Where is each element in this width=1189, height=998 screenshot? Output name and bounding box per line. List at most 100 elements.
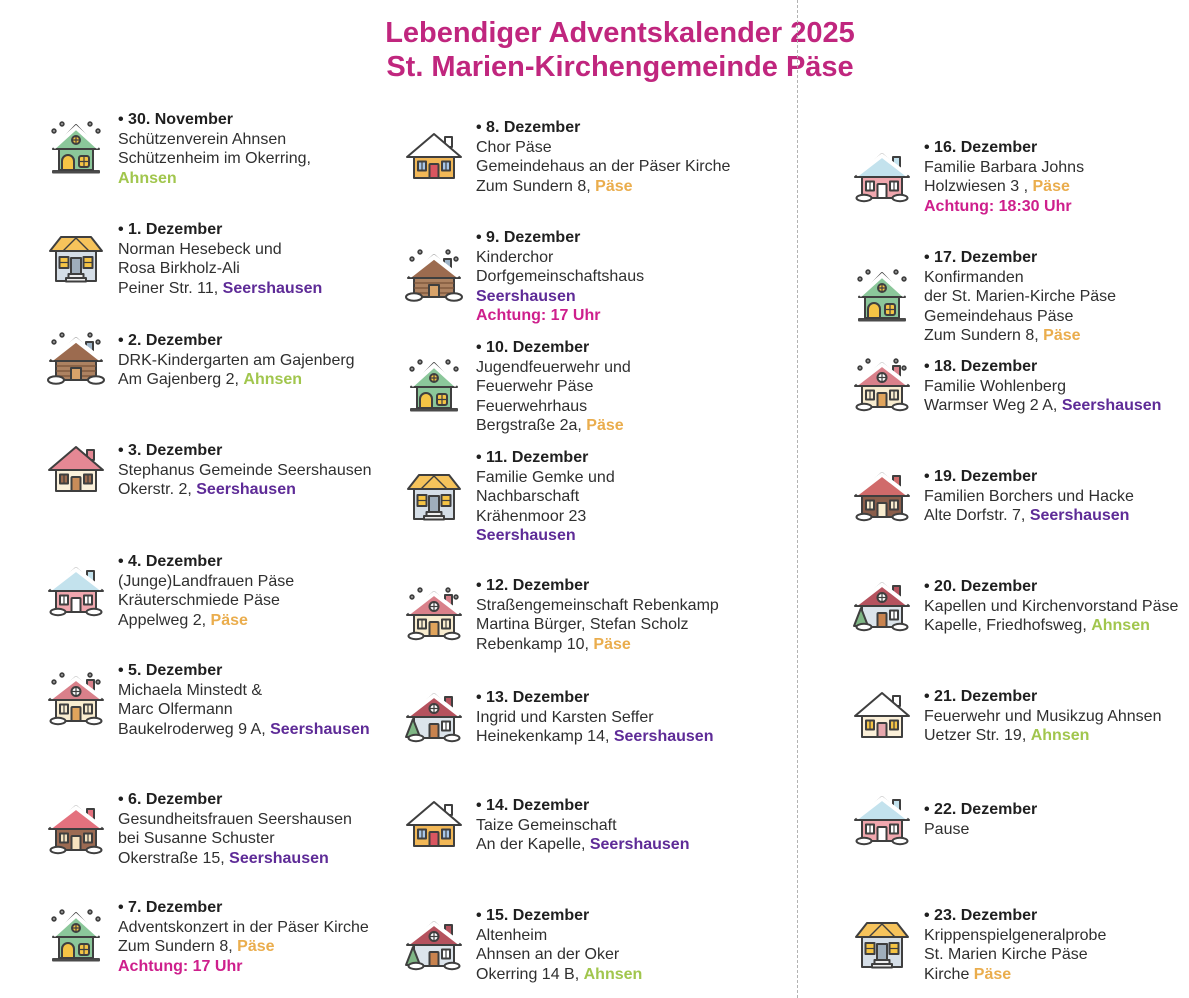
- entry-date: • 13. Dezember: [476, 689, 590, 706]
- cream-snow-roof-house-icon: [852, 686, 912, 746]
- entry-text: Warmser Weg 2 A,: [924, 397, 1062, 414]
- entry-text: Schützenverein Ahnsen: [118, 130, 287, 148]
- orange-house-icon: [404, 127, 464, 187]
- calendar-entry: • 21. Dezember Feuerwehr und Musikzug Ahn…: [852, 687, 1161, 746]
- calendar-entry: • 19. Dezember Familien Borchers und Hack…: [852, 467, 1134, 526]
- entry-text: Chor Päse: [476, 138, 552, 156]
- entry-location: Seershausen: [1061, 397, 1162, 414]
- entry-line: Krähenmoor 23: [476, 507, 615, 527]
- entry-location: Seershausen: [1029, 507, 1130, 524]
- entry-line: Achtung: 17 Uhr: [476, 306, 644, 326]
- entry-text: bei Susanne Schuster: [118, 830, 275, 847]
- entry-line: Martina Bürger, Stefan Scholz: [476, 615, 719, 635]
- entry-line: Nachbarschaft: [476, 487, 615, 507]
- entry-location: Päse: [1043, 327, 1081, 344]
- calendar-entry: • 22. Dezember Pause: [852, 795, 1037, 845]
- entry-text: Altenheim: [476, 926, 548, 944]
- entry-line: Kirche Päse: [924, 965, 1106, 985]
- entry-line: Rebenkamp 10, Päse: [476, 635, 719, 655]
- entry-line: Straßengemeinschaft Rebenkamp: [476, 596, 719, 616]
- entry-line: Feuerwehr und Musikzug Ahnsen: [924, 707, 1161, 727]
- entry-line: Familie Barbara Johns: [924, 158, 1084, 178]
- entry-location: Seershausen: [476, 527, 576, 544]
- entry-date: • 12. Dezember: [476, 577, 590, 594]
- entry-line: Norman Hesebeck und: [118, 240, 322, 260]
- entry-date: • 16. Dezember: [924, 139, 1038, 156]
- entry-text: Alte Dorfstr. 7,: [924, 507, 1030, 524]
- entry-text: Rebenkamp 10,: [476, 635, 594, 653]
- entry-date: • 18. Dezember: [924, 358, 1038, 375]
- entry-line: Gemeindehaus an der Päser Kirche: [476, 157, 730, 177]
- entry-line: Jugendfeuerwehr und: [476, 358, 631, 378]
- entry-date: • 2. Dezember: [118, 332, 223, 349]
- entry-line: Marc Olfermann: [118, 700, 370, 720]
- entry-location: Päse: [210, 611, 248, 629]
- calendar-entry: • 3. Dezember Stephanus Gemeinde Seershau…: [46, 441, 372, 500]
- calendar-entry: • 14. Dezember Taize Gemeinschaft An der K…: [404, 796, 689, 855]
- entry-location: Ahnsen: [118, 169, 177, 187]
- entry-location: Päse: [973, 965, 1012, 983]
- entry-text: Krippenspielgeneralprobe: [924, 926, 1107, 944]
- entry-text: Familie Wohlenberg: [924, 377, 1066, 395]
- entry-date: • 20. Dezember: [924, 578, 1038, 595]
- entry-note: Achtung: 17 Uhr: [476, 307, 601, 324]
- entry-date: • 19. Dezember: [924, 468, 1038, 485]
- green-snow-house-icon: [46, 907, 106, 967]
- entry-line: Dorfgemeinschaftshaus: [476, 267, 644, 287]
- entry-line: Konfirmanden: [924, 268, 1116, 288]
- page-title: Lebendiger Adventskalender 2025 St. Mari…: [320, 16, 920, 84]
- entry-location: Päse: [593, 635, 631, 653]
- entry-date: • 7. Dezember: [118, 899, 223, 916]
- entry-location: Päse: [586, 417, 624, 434]
- entry-date: • 10. Dezember: [476, 339, 590, 356]
- pink-blue-roof-house-icon: [852, 147, 912, 207]
- entry-line: (Junge)Landfrauen Päse: [118, 572, 294, 592]
- entry-line: Pause: [924, 820, 1037, 840]
- entry-line: Familien Borchers und Hacke: [924, 487, 1134, 507]
- entry-text: Familien Borchers und Hacke: [924, 487, 1134, 505]
- entry-text: Feuerwehr Päse: [476, 378, 594, 395]
- entry-line: Warmser Weg 2 A, Seershausen: [924, 396, 1161, 416]
- entry-location: Ahnsen: [1091, 617, 1150, 634]
- entry-text: Feuerwehr und Musikzug Ahnsen: [924, 707, 1162, 725]
- entry-location: Seershausen: [476, 287, 576, 305]
- calendar-entry: • 30. November Schützenverein Ahnsen Schüt…: [46, 110, 311, 188]
- entry-date: • 15. Dezember: [476, 907, 590, 924]
- entry-date: • 4. Dezember: [118, 553, 223, 570]
- entry-line: Am Gajenberg 2, Ahnsen: [118, 370, 355, 390]
- calendar-entry: • 10. Dezember Jugendfeuerwehr und Feuerwe…: [404, 338, 631, 436]
- entry-text: Gemeindehaus Päse: [924, 307, 1074, 325]
- calendar-entry: • 15. Dezember Altenheim Ahnsen an der Oke…: [404, 906, 642, 984]
- entry-date: • 30. November: [118, 111, 233, 128]
- entry-text: Adventskonzert in der Päser Kirche: [118, 918, 369, 936]
- entry-location: Päse: [595, 177, 633, 195]
- entry-date: • 11. Dezember: [476, 449, 589, 466]
- page-title-line2: St. Marien-Kirchengemeinde Päse: [386, 51, 854, 83]
- entry-text: Okerstr. 2,: [118, 481, 197, 498]
- gray-house-tree-icon: [404, 687, 464, 747]
- entry-text: Nachbarschaft: [476, 488, 580, 505]
- entry-note: Achtung: 18:30 Uhr: [924, 197, 1072, 215]
- entry-text: Zum Sundern 8,: [118, 938, 238, 955]
- calendar-entry: • 5. Dezember Michaela Minstedt & Marc Olf…: [46, 661, 370, 739]
- entry-location: Seershausen: [589, 836, 690, 853]
- entry-location: Seershausen: [222, 279, 323, 297]
- cream-red-roof-house-icon: [46, 440, 106, 500]
- entry-line: Zum Sundern 8, Päse: [476, 177, 730, 197]
- entry-text: Zum Sundern 8,: [924, 327, 1044, 344]
- entry-line: Zum Sundern 8, Päse: [118, 937, 369, 957]
- calendar-entry: • 11. Dezember Familie Gemke und Nachbarsc…: [404, 448, 615, 546]
- calendar-entry: • 7. Dezember Adventskonzert in der Päser…: [46, 898, 369, 976]
- entry-line: Achtung: 17 Uhr: [118, 957, 369, 977]
- calendar-entry: • 1. Dezember Norman Hesebeck und Rosa Bir…: [46, 220, 322, 298]
- orange-house-icon: [404, 795, 464, 855]
- entry-text: Kapellen und Kirchenvorstand Päse: [924, 597, 1179, 615]
- entry-text: Okerstraße 15,: [118, 849, 230, 867]
- entry-text: Ahnsen an der Oker: [476, 946, 620, 963]
- entry-text: An der Kapelle,: [476, 836, 590, 853]
- entry-line: Taize Gemeinschaft: [476, 816, 689, 836]
- entry-line: der St. Marien-Kirche Päse: [924, 287, 1116, 307]
- entry-text: Taize Gemeinschaft: [476, 816, 617, 834]
- calendar-entry: • 20. Dezember Kapellen und Kirchenvorsta…: [852, 577, 1178, 636]
- entry-date: • 23. Dezember: [924, 907, 1038, 924]
